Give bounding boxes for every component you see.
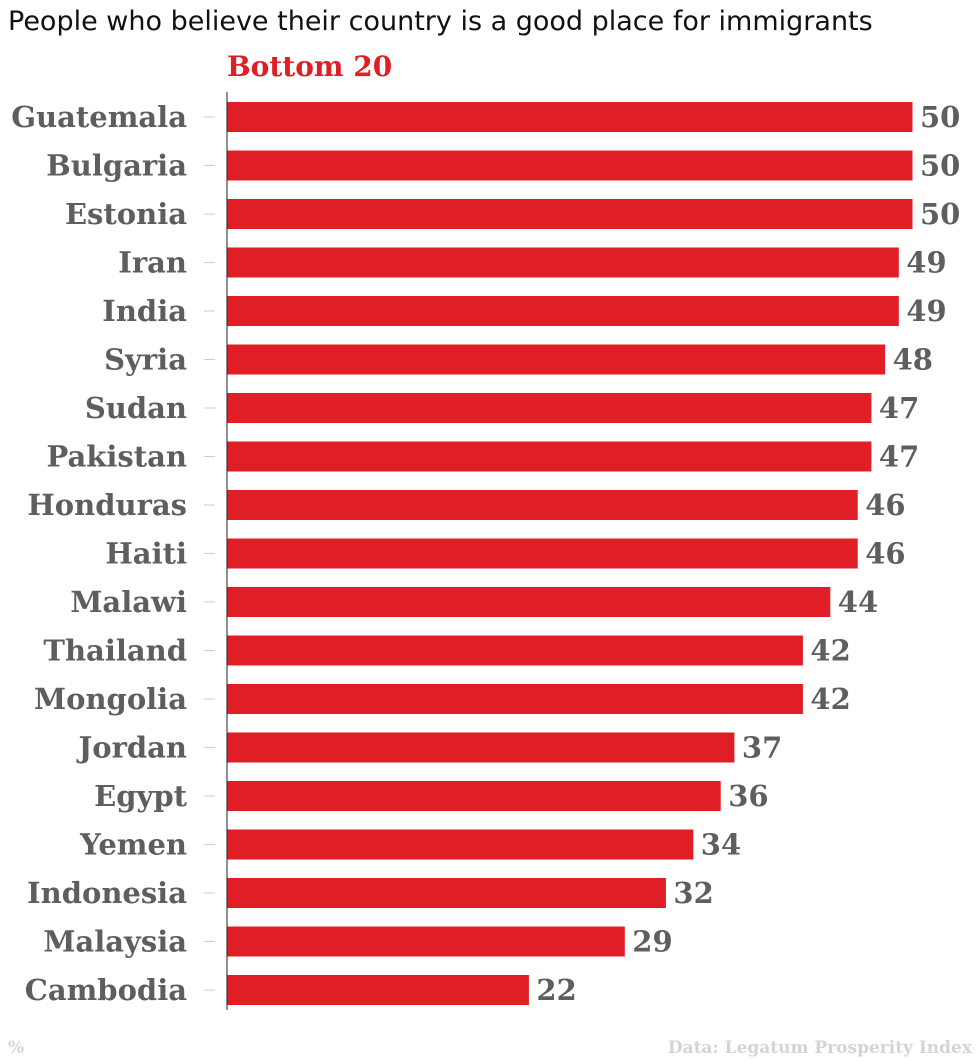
bar — [227, 344, 886, 375]
category-label: Yemen — [79, 828, 187, 862]
category-label: Egypt — [94, 779, 188, 813]
unit-label: % — [8, 1038, 25, 1058]
bar — [227, 393, 872, 423]
bar — [227, 878, 666, 908]
bar — [227, 247, 899, 278]
value-label: 29 — [632, 925, 672, 959]
category-label: Thailand — [43, 634, 187, 668]
value-label: 47 — [879, 391, 919, 425]
category-label: Haiti — [105, 537, 187, 571]
category-label: Iran — [118, 246, 187, 280]
category-label: Mongolia — [34, 682, 187, 716]
category-label: Bulgaria — [46, 149, 187, 183]
bar — [227, 490, 858, 520]
value-label: 46 — [865, 537, 905, 571]
bar — [227, 587, 831, 617]
value-label: 42 — [810, 634, 850, 668]
value-label: 48 — [893, 343, 933, 377]
bar — [227, 732, 735, 763]
bar — [227, 199, 913, 229]
category-label: Estonia — [65, 197, 187, 231]
value-label: 37 — [742, 731, 782, 765]
value-label: 47 — [879, 440, 919, 474]
bar — [227, 102, 913, 132]
category-label: Honduras — [27, 488, 187, 522]
value-label: 50 — [920, 100, 960, 134]
bar — [227, 781, 721, 811]
category-label: Cambodia — [25, 973, 187, 1007]
bar — [227, 441, 872, 472]
category-label: Syria — [104, 343, 187, 377]
category-label: Jordan — [76, 731, 188, 765]
category-label: Guatemala — [11, 100, 187, 134]
value-label: 49 — [906, 246, 946, 280]
category-label: India — [102, 294, 187, 328]
bar — [227, 926, 625, 957]
bar — [227, 538, 858, 569]
category-label: Pakistan — [46, 440, 187, 474]
category-label: Sudan — [85, 391, 187, 425]
value-label: 22 — [536, 973, 576, 1007]
value-label: 44 — [838, 585, 878, 619]
source-label: Data: Legatum Prosperity Index — [667, 1038, 972, 1058]
chart-subtitle: Bottom 20 — [227, 50, 393, 83]
value-label: 46 — [865, 488, 905, 522]
chart-title: People who believe their country is a go… — [8, 6, 873, 37]
bar — [227, 829, 694, 860]
value-label: 50 — [920, 149, 960, 183]
category-label: Malawi — [70, 585, 187, 619]
bar — [227, 150, 913, 181]
bar — [227, 684, 803, 714]
category-label: Indonesia — [27, 876, 187, 910]
bar — [227, 296, 899, 326]
value-label: 50 — [920, 197, 960, 231]
value-label: 34 — [701, 828, 741, 862]
value-label: 36 — [728, 779, 768, 813]
value-label: 32 — [673, 876, 713, 910]
value-label: 42 — [810, 682, 850, 716]
bar — [227, 635, 803, 666]
bar — [227, 975, 529, 1005]
value-label: 49 — [906, 294, 946, 328]
category-label: Malaysia — [43, 925, 187, 959]
